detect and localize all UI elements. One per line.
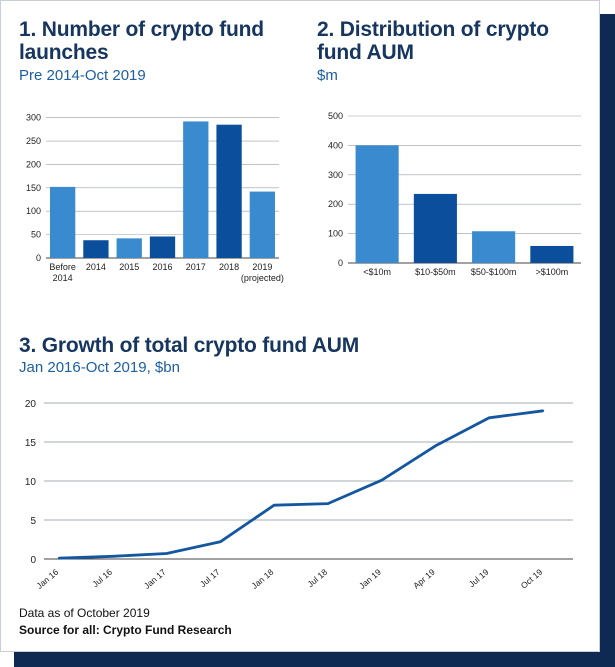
- chart1-xtick-label: 2014: [86, 262, 106, 272]
- chart3-aum-growth: 0 5 10 15 20 Jan 16 Jul 16 Jan 17 Jul 17 Jan 18 Ju…: [25, 399, 573, 591]
- chart3-ytick-label: 10: [25, 477, 37, 488]
- chart3-series-line: [58, 409, 544, 560]
- chart2-ytick-label: 0: [338, 258, 343, 268]
- chart1-ytick-label: 100: [26, 206, 41, 216]
- chart1-xtick-label: 2014: [53, 273, 73, 283]
- chart3-point: [111, 555, 114, 558]
- chart1-bar: [49, 186, 76, 258]
- chart3-xtick-label: Jan 16: [34, 567, 60, 591]
- chart3-point: [326, 502, 330, 505]
- chart3-ytick-label: 15: [25, 438, 37, 449]
- chart3-xtick-label: Apr 19: [411, 567, 437, 591]
- chart1-xtick-label: Before: [49, 262, 76, 272]
- chart3-point: [488, 416, 491, 420]
- panel-shadow-bottom: [14, 652, 615, 667]
- chart1-ytick-label: 150: [26, 183, 41, 193]
- chart3-xtick-label: Jul 19: [467, 567, 491, 589]
- infographic-panel: 1. Number of crypto fund launches Pre 20…: [0, 0, 600, 652]
- chart1-xtick-label: 2017: [186, 262, 206, 272]
- chart3-point: [380, 479, 383, 482]
- chart3-point: [219, 540, 222, 544]
- chart2-xtick-label: $50-$100m: [471, 267, 517, 277]
- chart2-xtick-label: $10-$50m: [415, 267, 456, 277]
- chart2-bar: [355, 145, 399, 263]
- chart1-xtick-label: 2018: [219, 262, 239, 272]
- chart2-ytick-label: 400: [328, 140, 343, 150]
- chart3-ytick-label: 5: [30, 516, 36, 527]
- chart3-point: [272, 503, 276, 507]
- chart2-aum-distribution: 0 100 200 300 400 500 <$10m $10-$50m $50-$100m >$…: [328, 111, 581, 277]
- chart1-bar: [116, 238, 142, 258]
- chart1-bar: [83, 240, 109, 258]
- chart3-xtick-label: Jan 18: [249, 567, 275, 591]
- chart3-xtick-label: Jul 16: [90, 567, 114, 589]
- chart3-title: 3. Growth of total crypto fund AUM: [19, 334, 360, 357]
- chart2-bar: [472, 231, 516, 263]
- chart2-ytick-label: 200: [328, 199, 343, 209]
- chart2-ytick-label: 100: [328, 229, 343, 239]
- chart2-ytick-label: 300: [328, 170, 343, 180]
- chart1-xtick-label: 2015: [119, 262, 139, 272]
- source-note: Source for all: Crypto Fund Research: [19, 623, 232, 637]
- chart2-subtitle: $m: [317, 67, 338, 84]
- chart3-ytick-label: 20: [25, 399, 37, 410]
- chart3-xtick-label: Oct 19: [519, 567, 545, 591]
- chart1-bar: [149, 236, 176, 258]
- chart1-ytick-label: 0: [36, 253, 41, 263]
- chart1-ytick-label: 250: [26, 136, 41, 146]
- chart3-subtitle: Jan 2016-Oct 2019, $bn: [19, 359, 180, 376]
- panel-shadow-right: [600, 14, 615, 667]
- chart2-title: 2. Distribution of crypto fund AUM: [317, 18, 549, 64]
- chart2-xtick-label: >$100m: [535, 267, 568, 277]
- chart3-xtick-label: Jan 17: [142, 567, 168, 591]
- chart2-bar: [530, 245, 574, 263]
- chart1-xtick-label: 2019: [252, 262, 272, 272]
- chart3-xtick-label: Jul 18: [305, 567, 329, 589]
- chart1-ytick-label: 50: [31, 230, 41, 240]
- chart3-point: [541, 409, 545, 412]
- chart1-bar: [216, 124, 242, 259]
- chart2-ytick-label: 500: [328, 111, 343, 121]
- chart3-point: [165, 552, 168, 555]
- chart1-ytick-label: 300: [26, 113, 41, 123]
- chart3-xtick-label: Jul 17: [198, 567, 222, 589]
- chart1-xtick-label: (projected): [241, 273, 284, 283]
- chart2-bar: [413, 193, 457, 263]
- chart3-ytick-label: 0: [30, 555, 36, 566]
- chart3-point: [57, 557, 61, 560]
- data-date-note: Data as of October 2019: [19, 606, 150, 620]
- chart1-bar: [183, 121, 209, 258]
- chart1-bar: [249, 191, 276, 258]
- chart2-xtick-label: <$10m: [363, 267, 391, 277]
- chart1-ytick-label: 200: [26, 159, 41, 169]
- chart3-point: [434, 444, 437, 448]
- chart1-subtitle: Pre 2014-Oct 2019: [19, 67, 146, 84]
- chart1-xtick-label: 2016: [152, 262, 172, 272]
- chart3-xtick-label: Jan 19: [357, 567, 383, 591]
- chart1-title: 1. Number of crypto fund launches: [19, 18, 264, 64]
